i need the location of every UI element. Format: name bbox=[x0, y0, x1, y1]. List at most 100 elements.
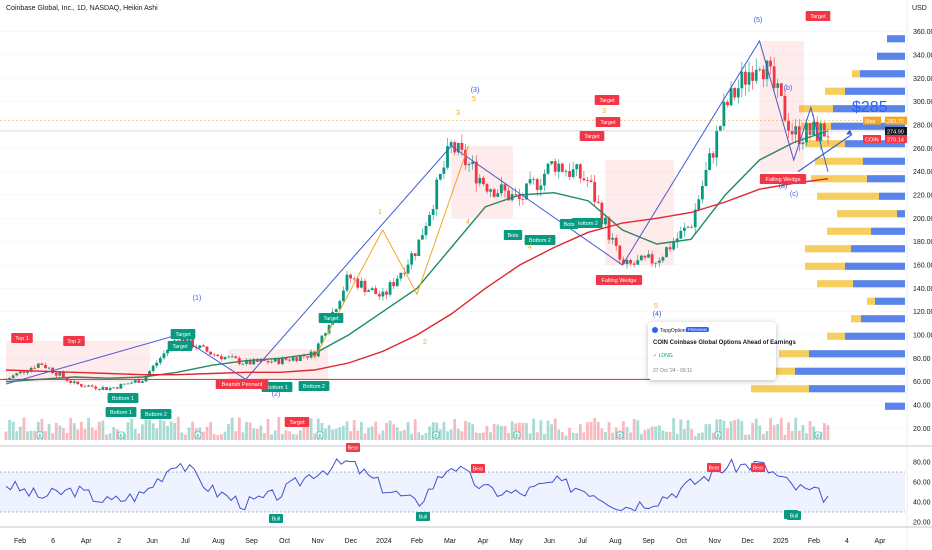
time-tick-label: Nov bbox=[708, 538, 721, 545]
candle-body bbox=[611, 237, 615, 240]
volume-bar bbox=[173, 422, 177, 440]
volume-bar bbox=[227, 423, 230, 440]
volume-bar bbox=[424, 432, 428, 440]
candle-body bbox=[496, 193, 500, 197]
top-label: Top 1 bbox=[15, 336, 28, 342]
candle-body bbox=[151, 365, 155, 372]
candle-body bbox=[715, 130, 719, 158]
wave-label: (5) bbox=[754, 17, 763, 24]
volume-bar bbox=[259, 425, 263, 440]
candle-body bbox=[377, 294, 381, 297]
idea-card[interactable]: TopgOptions PREMIUM COIN Coinbase Global… bbox=[648, 322, 796, 380]
candle-body bbox=[338, 300, 342, 310]
volume-bar bbox=[560, 432, 564, 440]
rsi-tag-bg bbox=[707, 463, 721, 472]
target-label: Target bbox=[600, 120, 616, 126]
candle-body bbox=[381, 291, 385, 297]
candle-body bbox=[302, 355, 306, 357]
sub-wave-line bbox=[313, 145, 469, 359]
pattern-shade bbox=[6, 340, 150, 382]
time-tick-label: 2025 bbox=[773, 538, 789, 545]
candle-body bbox=[273, 358, 277, 362]
volume-bar bbox=[18, 426, 22, 440]
volume-bar bbox=[532, 418, 536, 440]
earnings-marker-bg bbox=[117, 431, 125, 439]
volume-bar bbox=[460, 431, 464, 440]
volume-bar bbox=[155, 428, 159, 440]
volume-bar bbox=[718, 419, 722, 440]
volume-bar bbox=[654, 426, 658, 440]
volume-bar bbox=[686, 420, 690, 440]
target-label: Target bbox=[289, 420, 305, 426]
bottom-label: Bottom 1 bbox=[110, 410, 132, 416]
candle-body bbox=[223, 357, 227, 360]
volume-bar bbox=[489, 432, 492, 440]
volume-bar bbox=[252, 428, 256, 440]
volume-bar bbox=[162, 420, 166, 440]
volume-bar bbox=[356, 430, 360, 440]
rsi-tag: Bear bbox=[709, 466, 720, 472]
time-tick-label: Apr bbox=[875, 538, 887, 545]
vp-bar-down bbox=[845, 140, 905, 148]
time-tick-label: Dec bbox=[345, 538, 358, 545]
volume-bar bbox=[263, 433, 266, 440]
candle-body bbox=[219, 356, 223, 360]
volume-bar bbox=[209, 422, 213, 440]
volume-bar bbox=[359, 421, 363, 440]
price-tick-label: 220.00 bbox=[913, 193, 932, 200]
candle-body bbox=[446, 146, 449, 168]
bottom-label-bg bbox=[503, 230, 523, 240]
volume-bar bbox=[708, 423, 711, 440]
candle-body bbox=[54, 372, 58, 376]
time-tick-label: May bbox=[510, 538, 524, 545]
candle-body bbox=[259, 359, 263, 362]
volume-bar bbox=[306, 417, 309, 440]
time-tick-label: Feb bbox=[411, 538, 423, 545]
candle-body bbox=[636, 260, 640, 265]
volume-bar bbox=[571, 432, 575, 440]
candle-body bbox=[58, 372, 62, 376]
volume-bar bbox=[54, 422, 58, 440]
earnings-marker: E bbox=[515, 433, 518, 438]
candle-body bbox=[72, 381, 76, 383]
vp-bar-down bbox=[875, 297, 905, 305]
candle-body bbox=[639, 255, 643, 261]
candle-body bbox=[808, 123, 812, 135]
candle-body bbox=[733, 87, 737, 98]
top-label-bg bbox=[63, 336, 85, 346]
candle-body bbox=[657, 260, 661, 263]
idea-author[interactable]: TopgOptions bbox=[660, 328, 689, 334]
volume-bar bbox=[607, 422, 611, 440]
candle-body bbox=[202, 345, 205, 347]
volume-bar bbox=[277, 416, 281, 440]
volume-bar bbox=[420, 434, 424, 440]
price-tick-label: 100.00 bbox=[913, 333, 932, 340]
candle-body bbox=[471, 161, 475, 164]
candle-body bbox=[241, 363, 245, 365]
premium-badge: PREMIUM bbox=[686, 327, 709, 332]
earnings-marker: E bbox=[318, 433, 321, 438]
volume-bar bbox=[219, 434, 223, 440]
volume-bar bbox=[557, 429, 561, 440]
volume-bar bbox=[787, 422, 790, 440]
candle-body bbox=[787, 120, 790, 131]
volume-bar bbox=[528, 433, 532, 440]
candle-body bbox=[697, 199, 701, 210]
volume-bar bbox=[273, 430, 277, 440]
rsi-tag: Bull bbox=[419, 515, 427, 521]
volume-bar bbox=[29, 430, 33, 440]
candle-body bbox=[115, 387, 119, 389]
candle-body bbox=[769, 60, 772, 67]
volume-bar bbox=[525, 423, 528, 440]
candle-body bbox=[263, 359, 266, 361]
volume-bar bbox=[812, 426, 816, 440]
wave-label: (4) bbox=[653, 311, 662, 318]
idea-headline[interactable]: COIN Coinbase Global Options Ahead of Ea… bbox=[653, 340, 796, 346]
volume-bar bbox=[639, 434, 643, 440]
volume-bar bbox=[62, 427, 65, 440]
price-tag-upper: 283.75 bbox=[887, 119, 904, 125]
vp-bar-down bbox=[833, 105, 905, 113]
candle-body bbox=[582, 178, 586, 181]
candle-body bbox=[363, 280, 367, 292]
